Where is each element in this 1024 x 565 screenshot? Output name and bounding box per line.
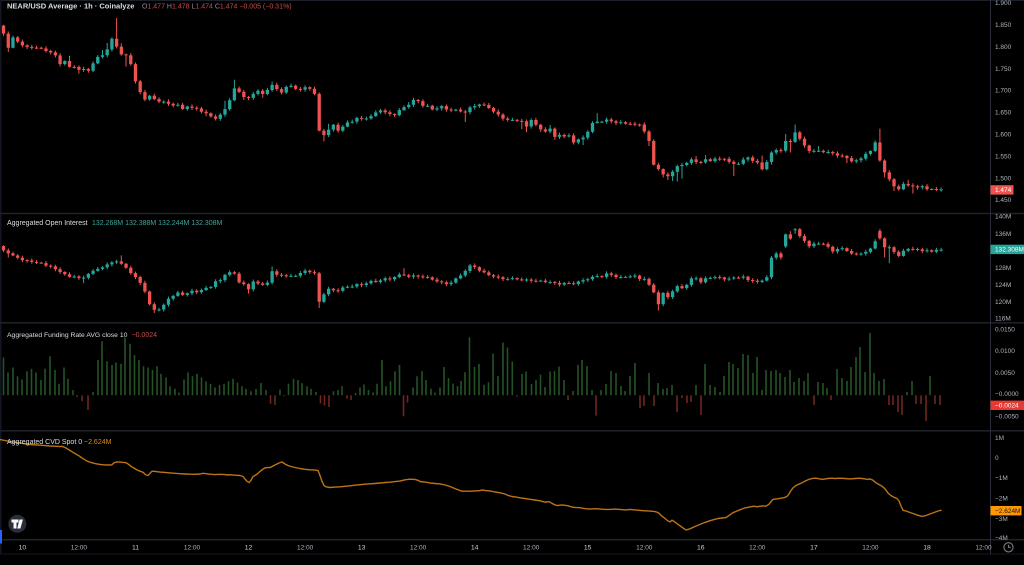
svg-text:−3M: −3M — [995, 516, 1008, 523]
svg-text:Aggregated Funding Rate AVG cl: Aggregated Funding Rate AVG close 10 — [7, 332, 128, 339]
svg-text:Aggregated Open Interest: Aggregated Open Interest — [7, 220, 88, 227]
svg-text:1M: 1M — [995, 435, 1004, 442]
svg-text:15: 15 — [584, 544, 592, 551]
svg-text:1.800: 1.800 — [995, 44, 1012, 51]
svg-text:120M: 120M — [995, 299, 1011, 306]
svg-text:124M: 124M — [995, 282, 1011, 289]
svg-text:−2M: −2M — [995, 496, 1008, 503]
svg-text:1.750: 1.750 — [995, 66, 1012, 73]
svg-text:−0.0024: −0.0024 — [132, 332, 158, 339]
svg-text:1.600: 1.600 — [995, 132, 1012, 139]
svg-text:1.550: 1.550 — [995, 153, 1012, 160]
svg-text:12:00: 12:00 — [749, 544, 766, 551]
svg-text:−0.0050: −0.0050 — [995, 413, 1019, 420]
svg-text:12:00: 12:00 — [862, 544, 879, 551]
svg-text:18: 18 — [923, 544, 931, 551]
svg-text:1.450: 1.450 — [995, 197, 1012, 204]
svg-text:12:00: 12:00 — [184, 544, 201, 551]
svg-text:13: 13 — [358, 544, 366, 551]
svg-text:10: 10 — [19, 544, 27, 551]
svg-text:12:00: 12:00 — [975, 544, 992, 551]
svg-text:136M: 136M — [995, 231, 1011, 238]
svg-text:1.850: 1.850 — [995, 22, 1012, 29]
svg-text:17: 17 — [810, 544, 818, 551]
svg-text:1.474: 1.474 — [995, 187, 1012, 194]
svg-text:−1M: −1M — [995, 475, 1008, 482]
svg-text:140M: 140M — [995, 214, 1011, 221]
svg-text:Aggregated CVD Spot 0: Aggregated CVD Spot 0 — [7, 439, 82, 446]
svg-text:1.500: 1.500 — [995, 175, 1012, 182]
svg-text:−0.0024: −0.0024 — [995, 403, 1019, 410]
svg-text:0.0100: 0.0100 — [995, 348, 1015, 355]
svg-text:1.700: 1.700 — [995, 88, 1012, 95]
svg-text:12:00: 12:00 — [410, 544, 427, 551]
svg-text:−2.624M: −2.624M — [84, 439, 112, 446]
svg-text:132.308M: 132.308M — [995, 247, 1024, 254]
svg-text:−2.624M: −2.624M — [995, 508, 1020, 515]
svg-text:−0.0000: −0.0000 — [995, 391, 1019, 398]
svg-text:0.0150: 0.0150 — [995, 327, 1015, 334]
svg-text:116M: 116M — [995, 316, 1011, 323]
svg-text:1.900: 1.900 — [995, 0, 1012, 7]
svg-text:0.0050: 0.0050 — [995, 370, 1015, 377]
svg-text:128M: 128M — [995, 265, 1011, 272]
svg-text:11: 11 — [132, 544, 139, 551]
svg-text:14: 14 — [471, 544, 479, 551]
svg-text:O1.477 H1.478 L1.474 C1.474 −0: O1.477 H1.478 L1.474 C1.474 −0.005 (−0.3… — [142, 3, 292, 10]
svg-text:12:00: 12:00 — [636, 544, 653, 551]
svg-text:NEAR/USD Average · 1h · Coinal: NEAR/USD Average · 1h · Coinalyze — [7, 1, 134, 10]
svg-text:12:00: 12:00 — [71, 544, 88, 551]
svg-text:132.268M 132.388M 132.244M 132: 132.268M 132.388M 132.244M 132.308M — [92, 220, 223, 227]
svg-text:−4M: −4M — [995, 535, 1008, 542]
svg-text:12:00: 12:00 — [523, 544, 540, 551]
svg-text:12:00: 12:00 — [297, 544, 314, 551]
svg-text:0: 0 — [995, 455, 999, 462]
svg-text:12: 12 — [245, 544, 253, 551]
svg-text:1.650: 1.650 — [995, 110, 1012, 117]
svg-text:16: 16 — [697, 544, 705, 551]
